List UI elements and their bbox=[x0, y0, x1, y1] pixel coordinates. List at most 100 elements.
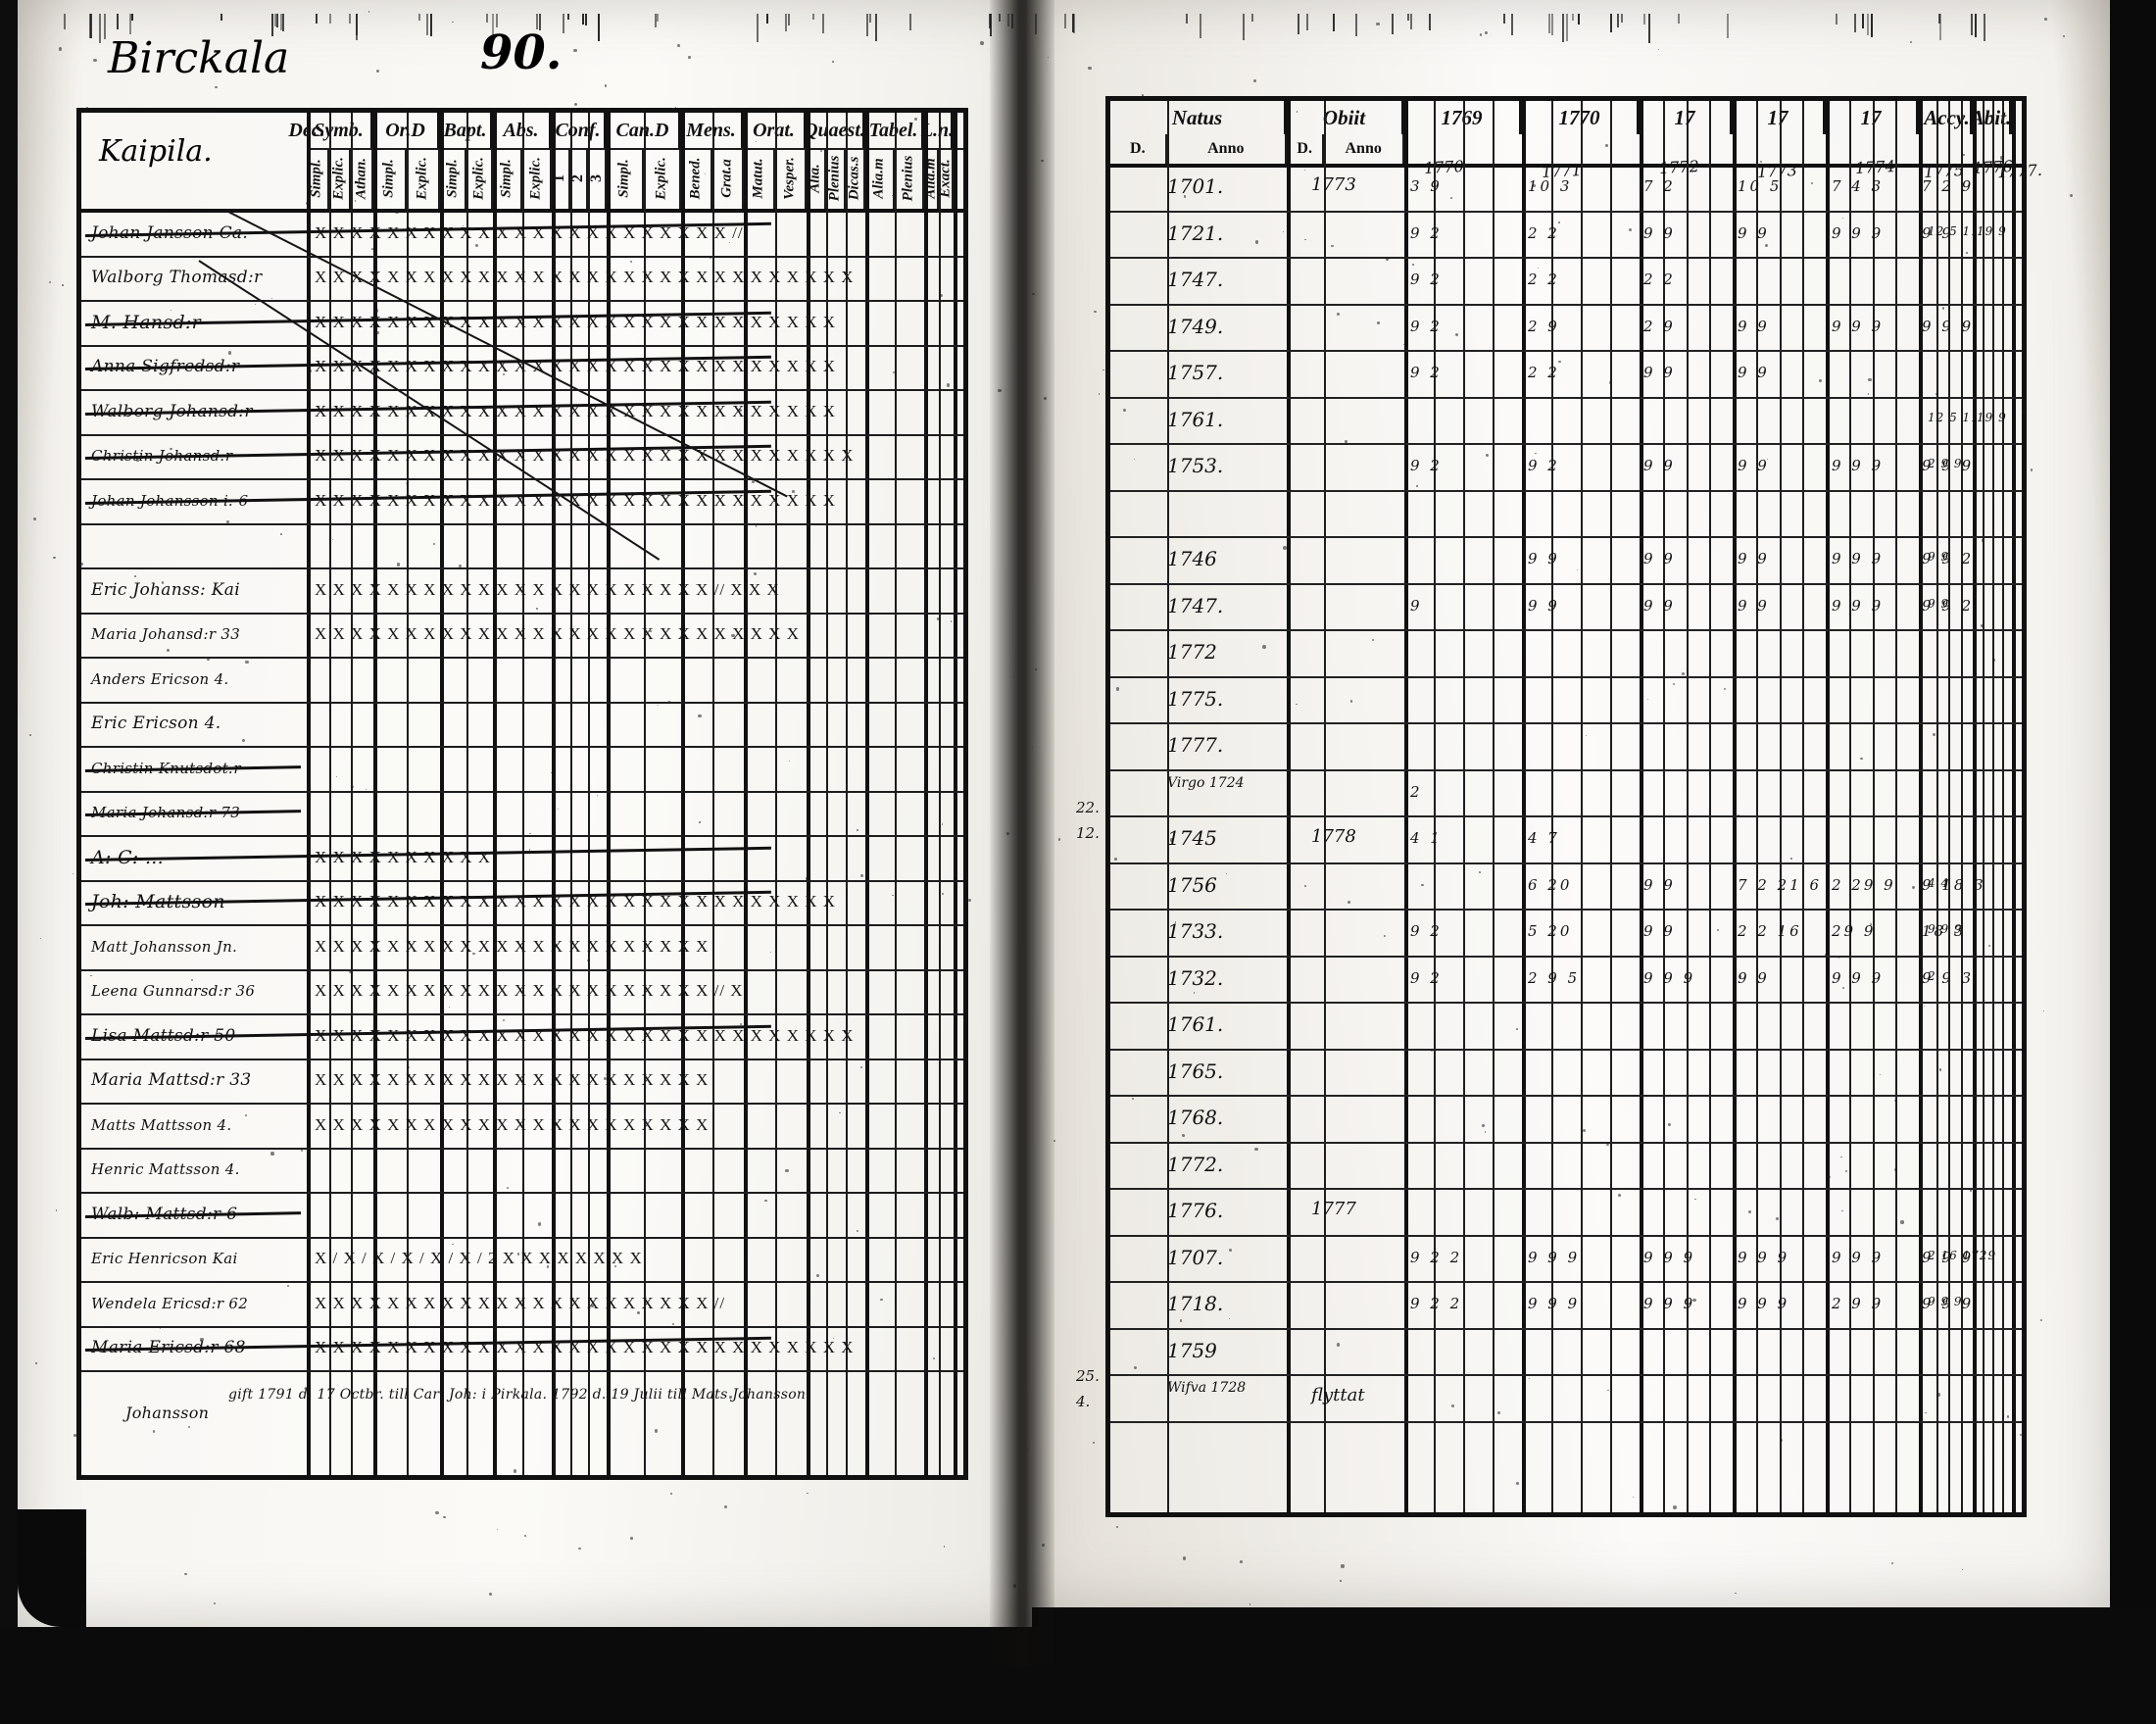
handwritten-year[interactable]: 1773 bbox=[1756, 160, 1798, 182]
natus-year[interactable]: 1721. bbox=[1167, 221, 1224, 245]
obiit-year[interactable]: 1777 bbox=[1311, 1199, 1356, 1219]
attendance-marks[interactable]: X X X X X X X X X X X X X X X X X X X X … bbox=[315, 222, 744, 242]
natus-year[interactable]: Wifva 1728 bbox=[1167, 1380, 1247, 1396]
tally-digits[interactable]: 9 9 bbox=[1738, 223, 1770, 242]
tally-digits[interactable]: 9 18 3 bbox=[1922, 875, 1986, 894]
tally-digits[interactable]: 10 5 bbox=[1738, 177, 1783, 195]
parishioner-name-cell[interactable]: Walborg Thomasd:r bbox=[81, 256, 307, 301]
tally-digits[interactable]: 2 29 9 bbox=[1832, 875, 1896, 894]
tally-digits[interactable]: 9 9 9 bbox=[1643, 968, 1696, 987]
tally-digits[interactable]: 9 2 bbox=[1410, 364, 1443, 381]
handwritten-year[interactable]: 1777. bbox=[1996, 160, 2043, 182]
accessit-value[interactable]: 9 9 9 bbox=[1928, 1295, 1963, 1308]
tally-digits[interactable]: 7 2 bbox=[1643, 177, 1676, 195]
tally-digits[interactable]: 9 9 9 bbox=[1922, 1248, 1975, 1266]
tally-digits[interactable]: 10 3 bbox=[1528, 177, 1573, 195]
natus-year[interactable]: 1772. bbox=[1167, 1152, 1224, 1176]
natus-year[interactable]: 1747. bbox=[1167, 268, 1224, 291]
tally-digits[interactable]: 9 9 9 bbox=[1832, 550, 1885, 567]
abiit-value[interactable]: 19 9 bbox=[1977, 223, 2007, 238]
tally-digits[interactable]: 9 2 bbox=[1410, 457, 1443, 474]
attendance-marks[interactable]: X X X X X X X X X X bbox=[315, 847, 492, 866]
tally-digits[interactable]: 2 9 5 bbox=[1528, 968, 1581, 987]
natus-year[interactable]: 1701. bbox=[1167, 174, 1224, 198]
tally-digits[interactable]: 7 2 21 6 bbox=[1738, 875, 1823, 894]
natus-year[interactable]: 1749. bbox=[1167, 314, 1224, 338]
attendance-marks[interactable]: X X X X X X X X X X X X X X X X X X X X … bbox=[315, 936, 710, 956]
tally-digits[interactable]: 2 2 bbox=[1528, 271, 1560, 288]
parishioner-name-cell[interactable]: Eric Ericson 4. bbox=[81, 702, 307, 747]
natus-year[interactable]: 1746 bbox=[1167, 547, 1217, 570]
attendance-marks[interactable]: X X X X X X X X X X X X X X X X X X X X … bbox=[315, 401, 837, 420]
attendance-marks[interactable]: X X X X X X X X X X X X X X X X X X X X … bbox=[315, 579, 780, 599]
natus-year[interactable]: Virgo 1724 bbox=[1167, 774, 1245, 791]
tally-digits[interactable]: 9 bbox=[1410, 596, 1423, 615]
tally-digits[interactable]: 9 9 bbox=[1738, 457, 1770, 474]
tally-digits[interactable]: 4 1 bbox=[1410, 829, 1443, 847]
tally-digits[interactable]: 9 9 bbox=[1738, 968, 1770, 987]
natus-year[interactable]: 1753. bbox=[1167, 454, 1224, 477]
natus-year[interactable]: 1707. bbox=[1167, 1245, 1224, 1269]
tally-digits[interactable]: 6 20 bbox=[1528, 875, 1573, 894]
tally-digits[interactable]: 9 9 2 bbox=[1922, 596, 1975, 615]
tally-digits[interactable]: 9 2 bbox=[1410, 317, 1443, 335]
tally-digits[interactable]: 3 9 bbox=[1410, 177, 1443, 195]
tally-digits[interactable]: 2 bbox=[1410, 782, 1423, 801]
tally-digits[interactable]: 9 2 bbox=[1410, 271, 1443, 288]
handwritten-year[interactable]: 1770 bbox=[1423, 156, 1465, 178]
tally-digits[interactable]: 9 9 9 bbox=[1922, 457, 1975, 474]
natus-year[interactable]: 1775. bbox=[1167, 686, 1224, 711]
attendance-marks[interactable]: X X X X X X X X X X X X X X X X X X X X … bbox=[315, 1025, 855, 1045]
natus-year[interactable]: 1733. bbox=[1167, 919, 1224, 943]
natus-year[interactable]: 1745 bbox=[1167, 826, 1217, 850]
tally-digits[interactable]: 9 9 bbox=[1738, 596, 1770, 615]
parishioner-name-cell[interactable]: Maria Johansd:r 33 bbox=[81, 613, 307, 658]
obiit-year[interactable]: 1773 bbox=[1311, 174, 1356, 195]
accessit-value[interactable]: 2 16 1729 bbox=[1928, 1248, 1997, 1262]
accessit-value[interactable]: 9 9 bbox=[1928, 550, 1950, 564]
tally-digits[interactable]: 9 9 9 bbox=[1922, 317, 1975, 335]
tally-digits[interactable]: 9 9 bbox=[1922, 223, 1954, 242]
parishioner-name-cell[interactable]: Eric Johanss: Kai bbox=[81, 567, 307, 613]
tally-digits[interactable]: 9 2 2 bbox=[1410, 1295, 1463, 1312]
tally-digits[interactable]: 9 9 9 bbox=[1528, 1295, 1581, 1312]
natus-year[interactable]: 1761. bbox=[1167, 407, 1224, 431]
tally-digits[interactable]: 2 2 bbox=[1528, 223, 1560, 242]
attendance-marks[interactable]: X X X X X X X X X X X X X X X X X X X X … bbox=[315, 981, 744, 1001]
tally-digits[interactable]: 9 2 bbox=[1410, 968, 1443, 987]
tally-digits[interactable]: 7 4 3 bbox=[1832, 177, 1885, 195]
tally-digits[interactable]: 9 2 bbox=[1528, 457, 1560, 474]
tally-digits[interactable]: 9 9 9 bbox=[1922, 1295, 1975, 1312]
obiit-year[interactable]: flyttat bbox=[1311, 1385, 1365, 1405]
parishioner-name-cell[interactable]: Leena Gunnarsd:r 36 bbox=[81, 969, 307, 1014]
tally-digits[interactable]: 9 2 bbox=[1410, 922, 1443, 940]
attendance-marks[interactable]: X X X X X X X X X X X X X X X X X X X X … bbox=[315, 446, 855, 466]
natus-year[interactable]: 1761. bbox=[1167, 1012, 1224, 1036]
natus-year[interactable]: 1732. bbox=[1167, 965, 1224, 990]
tally-digits[interactable]: 7 2 9 bbox=[1922, 177, 1975, 195]
tally-digits[interactable]: 5 20 bbox=[1528, 922, 1573, 940]
tally-digits[interactable]: 9 9 9 bbox=[1832, 223, 1885, 242]
tally-digits[interactable]: 9 9 9 bbox=[1832, 1248, 1885, 1266]
attendance-marks[interactable]: X X X X X X X X X X X X X X X X X X X X … bbox=[315, 1293, 726, 1312]
tally-digits[interactable]: 29 9 bbox=[1832, 922, 1877, 940]
natus-year[interactable]: 1747. bbox=[1167, 593, 1224, 617]
tally-digits[interactable]: 9 9 9 bbox=[1738, 1248, 1790, 1266]
attendance-marks[interactable]: X X X X X X X X X X X X X X X X X X X X … bbox=[315, 1338, 855, 1357]
parishioner-name-cell[interactable]: Eric Henricson Kai bbox=[81, 1237, 307, 1282]
accessit-value[interactable]: 12 5 11 bbox=[1928, 410, 1980, 424]
parishioner-name-cell[interactable] bbox=[81, 523, 307, 568]
tally-digits[interactable]: 9 9 9 bbox=[1738, 1295, 1790, 1312]
handwritten-year[interactable]: 1774 bbox=[1854, 156, 1896, 178]
natus-year[interactable]: 1718. bbox=[1167, 1292, 1224, 1315]
accessit-value[interactable]: 4 4 bbox=[1928, 875, 1950, 890]
natus-year[interactable]: 1772 bbox=[1167, 640, 1217, 664]
tally-digits[interactable]: 9 9 3 bbox=[1922, 968, 1975, 987]
parishioner-name-cell[interactable]: Matt Johansson Jn. bbox=[81, 924, 307, 969]
natus-year[interactable]: 1768. bbox=[1167, 1106, 1224, 1129]
tally-digits[interactable]: 9 9 bbox=[1643, 550, 1676, 567]
natus-year[interactable]: 1776. bbox=[1167, 1199, 1224, 1222]
tally-digits[interactable]: 9 9 bbox=[1738, 317, 1770, 335]
handwritten-year[interactable]: 1772 bbox=[1658, 156, 1700, 178]
accessit-value[interactable]: 9 9 bbox=[1928, 596, 1950, 611]
